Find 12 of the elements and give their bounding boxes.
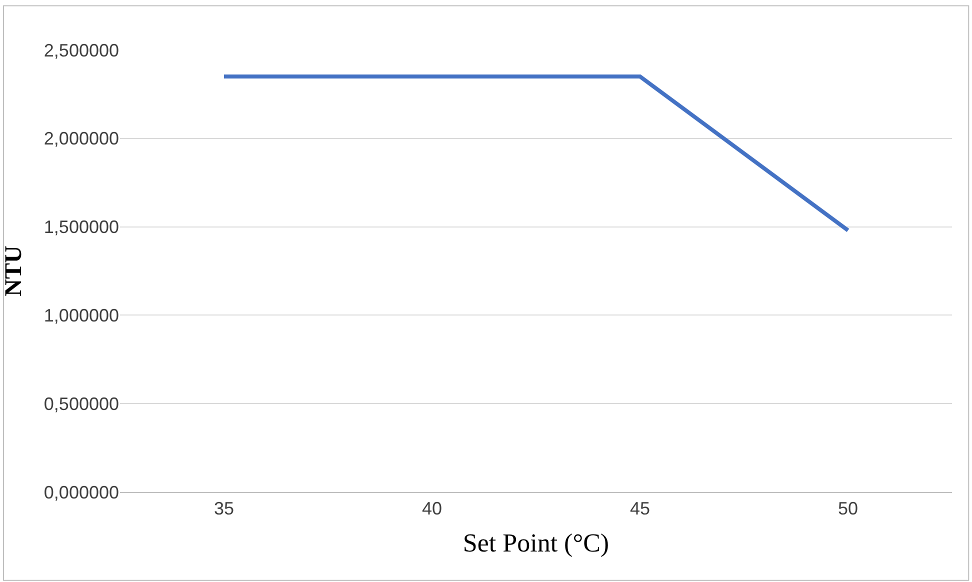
x-tick-label: 40: [422, 498, 442, 519]
y-tick-label: 2,000000: [44, 128, 119, 149]
y-tick-label: 2,500000: [44, 40, 119, 60]
x-tick-label: 50: [838, 498, 858, 519]
y-tick-label: 1,500000: [44, 217, 119, 238]
y-tick-label: 1,000000: [44, 306, 119, 326]
x-tick-label: 45: [630, 498, 650, 519]
y-axis-title: NTU: [1, 246, 28, 296]
x-axis-title: Set Point (°C): [462, 528, 610, 558]
x-tick-label: 35: [214, 498, 234, 519]
y-tick-label: 0,500000: [44, 394, 119, 414]
y-tick-label: 0,000000: [44, 482, 119, 502]
